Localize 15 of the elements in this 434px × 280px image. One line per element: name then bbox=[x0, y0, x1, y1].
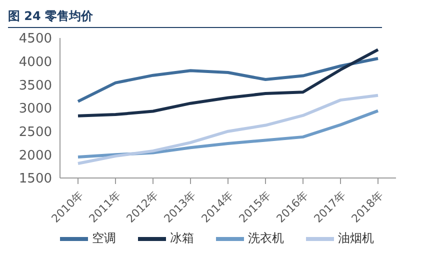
line-series bbox=[76, 94, 380, 166]
y-tick-label: 2500 bbox=[18, 124, 52, 140]
y-tick-label: 3000 bbox=[18, 102, 52, 117]
line-series bbox=[76, 57, 380, 103]
legend-label: 空调 bbox=[92, 230, 116, 247]
chart-title: 图 24 零售均价 bbox=[8, 8, 382, 28]
y-tick-label: 4000 bbox=[18, 54, 52, 70]
line-series bbox=[76, 48, 380, 118]
y-tick-label: 1500 bbox=[18, 172, 52, 187]
y-tick-label: 3500 bbox=[18, 78, 52, 94]
legend-label: 冰箱 bbox=[170, 230, 194, 247]
legend-label: 油烟机 bbox=[338, 230, 374, 247]
y-tick-label: 4500 bbox=[18, 32, 52, 47]
legend-label: 洗衣机 bbox=[248, 230, 284, 247]
y-tick-label: 2000 bbox=[18, 148, 52, 164]
